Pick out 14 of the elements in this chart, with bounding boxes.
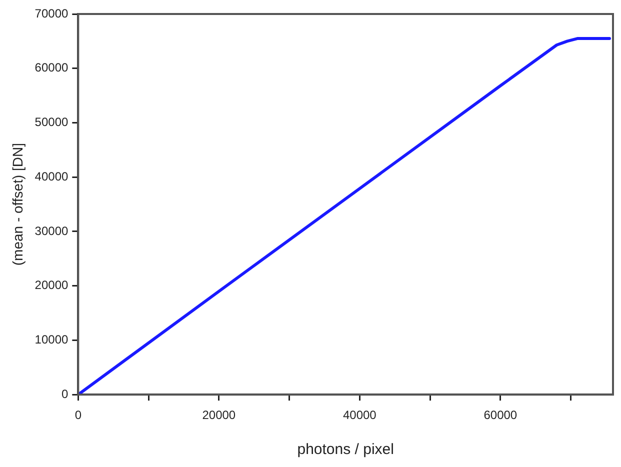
y-tick-label: 20000	[34, 278, 68, 292]
x-tick-label: 60000	[484, 408, 518, 422]
x-tick-label: 0	[74, 408, 82, 422]
y-tick-label: 40000	[34, 169, 68, 184]
x-tick-label: 20000	[202, 408, 236, 422]
y-tick-label: 70000	[34, 6, 68, 20]
y-tick-label: 60000	[34, 60, 68, 75]
x-axis-title: photons / pixel	[297, 441, 394, 458]
y-tick-label: 30000	[34, 224, 68, 238]
y-tick-label: 0	[61, 386, 68, 401]
y-tick-label: 50000	[34, 115, 68, 130]
y-tick-label: 10000	[34, 332, 68, 347]
y-axis-title: (mean - offset) [DN]	[9, 142, 26, 266]
x-tick-label: 40000	[342, 408, 377, 422]
